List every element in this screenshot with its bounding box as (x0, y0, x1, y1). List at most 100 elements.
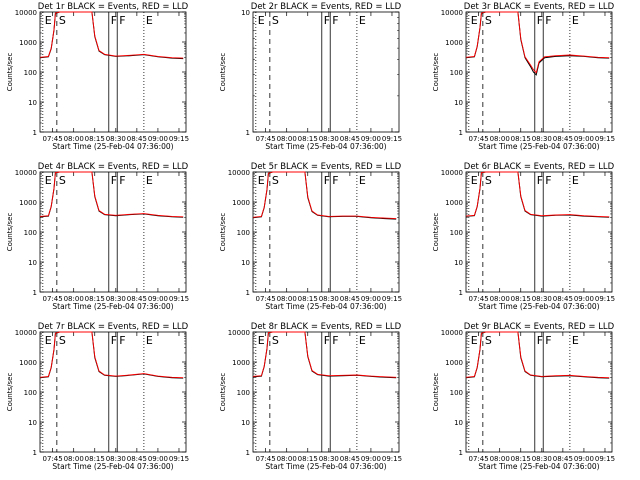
panel-det-2: Det 2r BLACK = Events, RED = LLD 1 10 07:45… (219, 2, 402, 151)
x-tick-label: 08:45 (127, 455, 147, 463)
x-tick-label: 07:45 (256, 455, 276, 463)
x-tick-label: 07:45 (256, 135, 276, 143)
plot-frame (39, 171, 187, 293)
y-axis-label: Counts/sec (432, 53, 440, 92)
x-tick-label: 09:00 (361, 455, 381, 463)
marker-label: E (146, 14, 153, 27)
marker-label: F (332, 334, 338, 347)
marker-label: E (45, 174, 52, 187)
series-line-lld (252, 171, 397, 220)
y-tick-label: 100 (24, 229, 37, 237)
x-axis-label: Start Time (25-Feb-04 07:36:00) (478, 142, 599, 151)
series-line-lld (39, 11, 184, 59)
y-tick-label: 10000 (441, 9, 463, 17)
marker-label: F (111, 334, 117, 347)
x-tick-label: 09:15 (595, 135, 615, 143)
series-line-lld (465, 11, 610, 74)
marker-label: F (545, 14, 551, 27)
y-tick-label: 1 (246, 289, 250, 297)
marker-label: F (111, 174, 117, 187)
panel-det-3: Det 3r BLACK = Events, RED = LLD 1 10 100 10… (432, 2, 615, 151)
y-tick-label: 1 (459, 289, 463, 297)
marker-label: F (119, 14, 125, 27)
marker-label: F (537, 334, 543, 347)
y-tick-label: 10 (28, 99, 37, 107)
y-axis-label: Counts/sec (219, 53, 227, 92)
marker-label: F (119, 334, 125, 347)
x-tick-label: 09:00 (148, 135, 168, 143)
plot-frame (465, 331, 613, 453)
panel-title: Det 8r BLACK = Events, RED = LLD (251, 322, 402, 332)
y-tick-label: 100 (237, 229, 250, 237)
x-axis-label: Start Time (25-Feb-04 07:36:00) (52, 302, 173, 311)
x-tick-label: 09:15 (382, 135, 402, 143)
y-tick-label: 100 (450, 69, 463, 77)
plot-frame (39, 331, 187, 453)
panel-det-8: Det 8r BLACK = Events, RED = LLD 1 10 100 10… (219, 322, 402, 471)
x-tick-label: 08:15 (298, 135, 318, 143)
y-axis-label: Counts/sec (432, 373, 440, 412)
series-line-lld (39, 171, 184, 218)
y-axis-label: Counts/sec (6, 213, 14, 252)
x-tick-label: 08:45 (553, 455, 573, 463)
y-tick-label: 10 (454, 259, 463, 267)
x-tick-label: 08:15 (511, 135, 531, 143)
y-axis-label: Counts/sec (432, 213, 440, 252)
plot-frame (39, 11, 187, 133)
marker-label: E (572, 14, 579, 27)
plot-frame (465, 171, 613, 293)
plot-frame (252, 11, 400, 133)
marker-label: E (45, 14, 52, 27)
x-tick-label: 08:00 (64, 455, 84, 463)
x-tick-label: 09:00 (148, 295, 168, 303)
x-tick-label: 09:00 (361, 135, 381, 143)
x-tick-label: 08:00 (277, 455, 297, 463)
x-axis-label: Start Time (25-Feb-04 07:36:00) (265, 302, 386, 311)
y-tick-label: 1 (246, 449, 250, 457)
x-tick-label: 07:45 (43, 295, 63, 303)
panel-title: Det 5r BLACK = Events, RED = LLD (251, 162, 402, 172)
x-tick-label: 07:45 (469, 135, 489, 143)
y-axis-label: Counts/sec (219, 373, 227, 412)
y-tick-label: 1000 (445, 39, 463, 47)
y-tick-label: 1000 (232, 199, 250, 207)
x-tick-label: 08:45 (127, 135, 147, 143)
marker-label: E (146, 174, 153, 187)
panel-title: Det 4r BLACK = Events, RED = LLD (38, 162, 189, 172)
x-tick-label: 08:15 (85, 135, 105, 143)
marker-label: F (119, 174, 125, 187)
x-tick-label: 08:45 (340, 135, 360, 143)
marker-label: S (59, 14, 66, 27)
x-tick-label: 08:15 (511, 455, 531, 463)
x-tick-label: 08:30 (532, 135, 552, 143)
x-tick-label: 09:00 (148, 455, 168, 463)
marker-label: E (258, 14, 265, 27)
y-tick-label: 1 (246, 129, 250, 137)
y-axis-label: Counts/sec (6, 373, 14, 412)
x-tick-label: 08:30 (532, 455, 552, 463)
x-tick-label: 07:45 (469, 295, 489, 303)
y-tick-label: 1 (33, 129, 37, 137)
y-tick-label: 1 (33, 449, 37, 457)
x-tick-label: 09:00 (574, 295, 594, 303)
y-tick-label: 10000 (441, 329, 463, 337)
x-tick-label: 09:15 (169, 135, 189, 143)
x-axis-label: Start Time (25-Feb-04 07:36:00) (52, 462, 173, 471)
marker-label: S (485, 334, 492, 347)
marker-label: S (59, 174, 66, 187)
x-tick-label: 08:30 (319, 295, 339, 303)
marker-label: E (45, 334, 52, 347)
x-tick-label: 09:00 (361, 295, 381, 303)
panel-title: Det 7r BLACK = Events, RED = LLD (38, 322, 189, 332)
marker-label: S (485, 14, 492, 27)
panel-det-4: Det 4r BLACK = Events, RED = LLD 1 10 100 10… (6, 162, 189, 311)
y-tick-label: 100 (24, 69, 37, 77)
x-tick-label: 08:30 (106, 455, 126, 463)
x-axis-label: Start Time (25-Feb-04 07:36:00) (52, 142, 173, 151)
x-tick-label: 08:00 (490, 135, 510, 143)
x-tick-label: 08:30 (319, 135, 339, 143)
x-tick-label: 09:00 (574, 455, 594, 463)
marker-label: F (324, 14, 330, 27)
panel-title: Det 3r BLACK = Events, RED = LLD (464, 2, 615, 12)
